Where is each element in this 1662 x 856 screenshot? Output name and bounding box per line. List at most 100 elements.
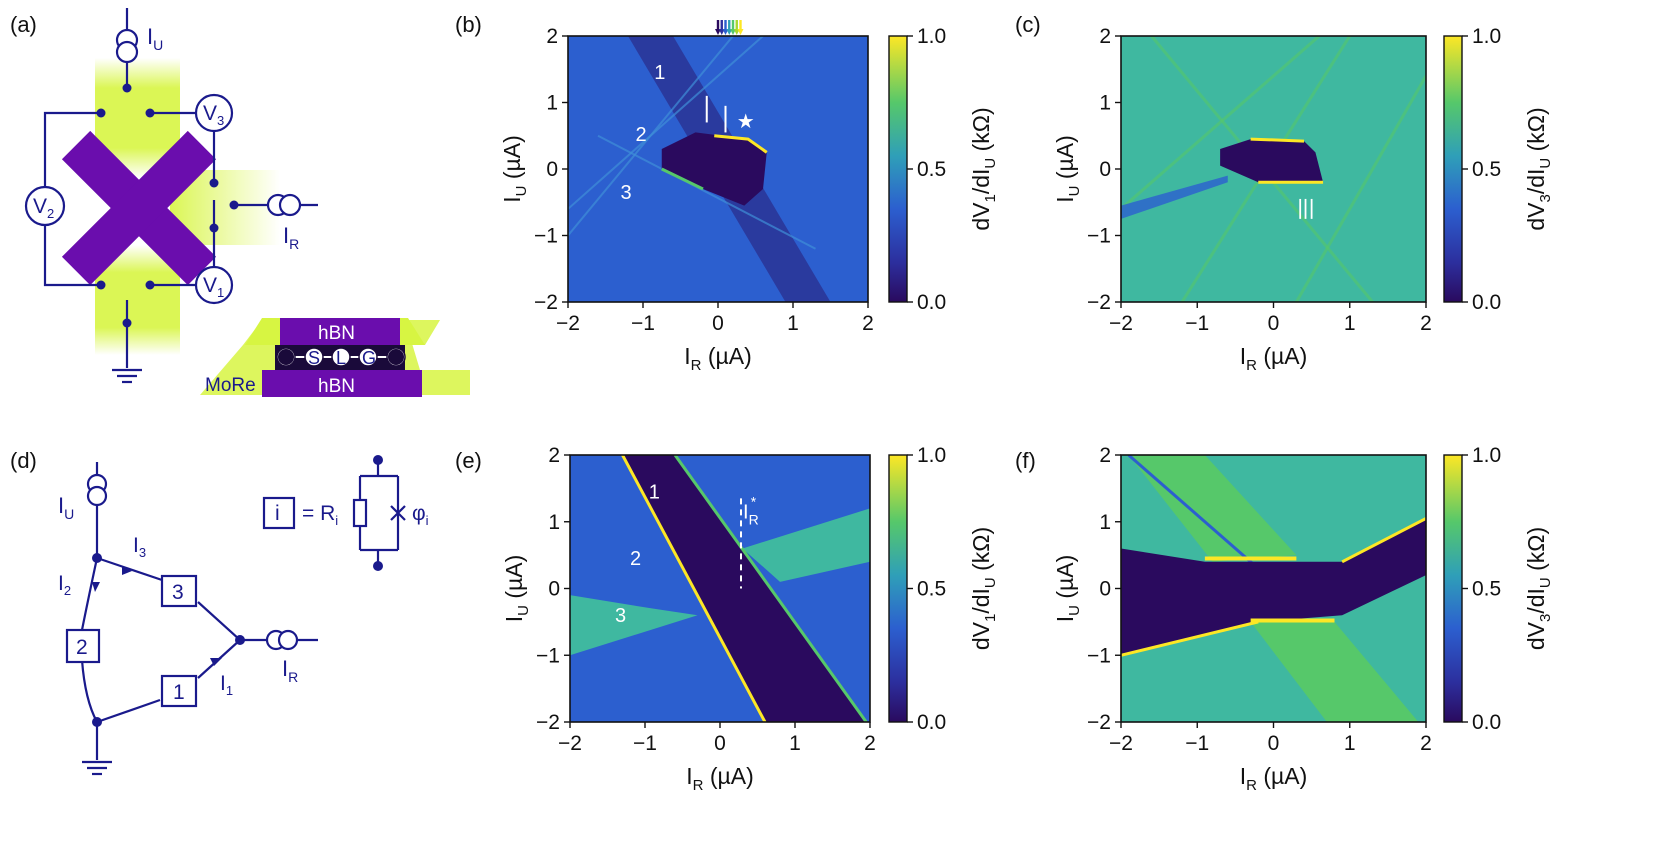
- heatmap-panel-c: −2−2 −1 −1 0 0 1 1 2 2 IR (µA) IU (µA) 1.0 0.5 0.0 dV3…: [1052, 25, 1554, 374]
- y-axis-label: IU (µA): [1052, 135, 1083, 203]
- x-tick-label: 2: [1420, 312, 1432, 335]
- contact-dots-a: [96, 83, 239, 328]
- x-tick-label: 0: [714, 732, 726, 755]
- voltmeter-v3: V3: [194, 93, 234, 133]
- svg-text:V2: V2: [33, 195, 54, 221]
- source-right-label: IR: [283, 223, 299, 252]
- critical-edge: [714, 134, 768, 154]
- x-tick-label: 2: [1420, 732, 1432, 755]
- colorbar-tick-label: 0.5: [1472, 158, 1501, 181]
- colorbar-gradient: [1443, 35, 1463, 303]
- d-source-top-label: IU: [58, 493, 74, 522]
- panel-label-b: (b): [455, 12, 482, 37]
- colorbar-tick-label: 0.0: [1472, 711, 1501, 734]
- panel-label-f: (f): [1015, 448, 1036, 473]
- heatmap-image: [1121, 36, 1426, 302]
- color-arrow-head: [737, 29, 744, 35]
- x-axis-label: IR (µA): [686, 763, 754, 794]
- hbn-bottom-label: hBN: [318, 376, 355, 397]
- junction-legend: i = Ri φi: [262, 455, 429, 571]
- critical-edge-upper: [1250, 137, 1305, 143]
- colorbar-tick-label: 1.0: [917, 444, 946, 467]
- streak: [1121, 36, 1321, 211]
- svg-text:2: 2: [76, 636, 88, 659]
- band-edge: [621, 455, 767, 722]
- panel-label-e: (e): [455, 448, 482, 473]
- schematic-a: IU IR V3 V2 V1: [24, 8, 470, 397]
- y-tick-label: 2: [548, 444, 560, 467]
- nodes-d: [92, 553, 245, 727]
- svg-text:V1: V1: [203, 274, 224, 300]
- colorbar-gradient: [1443, 454, 1463, 723]
- panel-label-d: (d): [10, 448, 37, 473]
- x-tick-label: 0: [712, 312, 724, 335]
- x-axis-label: IR (µA): [1240, 343, 1308, 374]
- svg-text:φi: φi: [412, 502, 429, 528]
- colorbar-gradient: [888, 35, 908, 303]
- colorbar: 1.0 0.5 0.0 dV3/dIU (kΩ): [1443, 444, 1554, 734]
- y-tick-label: 1: [1099, 511, 1111, 534]
- y-tick-label: −2: [1087, 711, 1111, 734]
- zero-resistance-region: [1220, 139, 1324, 183]
- d-source-right-label: IR: [282, 656, 298, 685]
- colorbar-tick-label: 1.0: [1472, 444, 1501, 467]
- svg-text:V3: V3: [203, 102, 224, 128]
- y-tick-label: −1: [536, 644, 560, 667]
- x-tick-label: 1: [1344, 732, 1356, 755]
- x-tick-label: 0: [1268, 732, 1280, 755]
- y-tick-label: 0: [1099, 578, 1111, 601]
- current-source-d-top: [86, 473, 108, 507]
- streak: [568, 36, 764, 210]
- x-tick-label: 2: [862, 312, 874, 335]
- y-tick-label: 1: [546, 92, 558, 115]
- y-axis-label: IU (µA): [1052, 555, 1083, 623]
- voltmeter-v1: V1: [194, 265, 234, 305]
- current-i1-label: I1: [220, 672, 233, 698]
- band-edge-right: [1341, 517, 1426, 564]
- junction-1: 1: [160, 674, 198, 708]
- ir-star-label: IR*: [743, 493, 759, 527]
- colorbar-tick-label: 1.0: [1472, 25, 1501, 48]
- colorbar-tick-label: 1.0: [917, 25, 946, 48]
- y-axis-label: IU (µA): [501, 555, 532, 623]
- colorbar-label: dV3/dIU (kΩ): [1523, 107, 1554, 230]
- colorbar-tick-label: 0.0: [917, 291, 946, 314]
- branch-label-3: 3: [615, 605, 626, 627]
- junction-2: 2: [65, 628, 101, 664]
- colorbar-tick-label: 0.5: [1472, 578, 1501, 601]
- region-green: [1128, 455, 1297, 562]
- branch-label-2: 2: [630, 548, 641, 570]
- x-tick-label: −2: [556, 312, 580, 335]
- branch-label-3: 3: [621, 182, 632, 204]
- heatmap-panel-f: −2−2 −1 −1 0 0 1 1 2 2 IR (µA) IU (µA) 1.0 0.5 0.0 dV3…: [1052, 444, 1554, 794]
- source-top-label: IU: [147, 24, 163, 53]
- y-tick-label: 2: [1099, 25, 1111, 48]
- y-tick-label: −1: [1087, 225, 1111, 248]
- region-green-lower: [1250, 621, 1419, 722]
- region-teal: [742, 508, 870, 582]
- colorbar-label: dV1/dIU (kΩ): [968, 527, 999, 650]
- branch-label-2: 2: [636, 124, 647, 146]
- current-source-right: [266, 193, 302, 217]
- x-tick-label: 1: [789, 732, 801, 755]
- y-tick-label: −2: [1087, 291, 1111, 314]
- ground-a: [112, 368, 142, 384]
- critical-edge-lower: [661, 167, 704, 191]
- x-tick-label: −1: [1185, 312, 1209, 335]
- streak: [568, 36, 734, 237]
- heatmap-image: [570, 455, 870, 722]
- junction-3: 3: [160, 574, 198, 608]
- svg-text:= Ri: = Ri: [302, 502, 338, 528]
- graphene-cross: [61, 130, 217, 286]
- svg-text:i: i: [275, 502, 280, 525]
- branch-label-1: 1: [654, 62, 665, 84]
- star-marker: ★: [737, 111, 755, 133]
- band: [1121, 175, 1228, 219]
- y-tick-label: 0: [1099, 158, 1111, 181]
- heatmap-image: [568, 36, 868, 302]
- y-tick-label: −2: [536, 711, 560, 734]
- colorbar: 1.0 0.5 0.0 dV1/dIU (kΩ): [888, 25, 999, 314]
- x-tick-label: −2: [1109, 732, 1133, 755]
- zero-resistance-band: [622, 455, 867, 722]
